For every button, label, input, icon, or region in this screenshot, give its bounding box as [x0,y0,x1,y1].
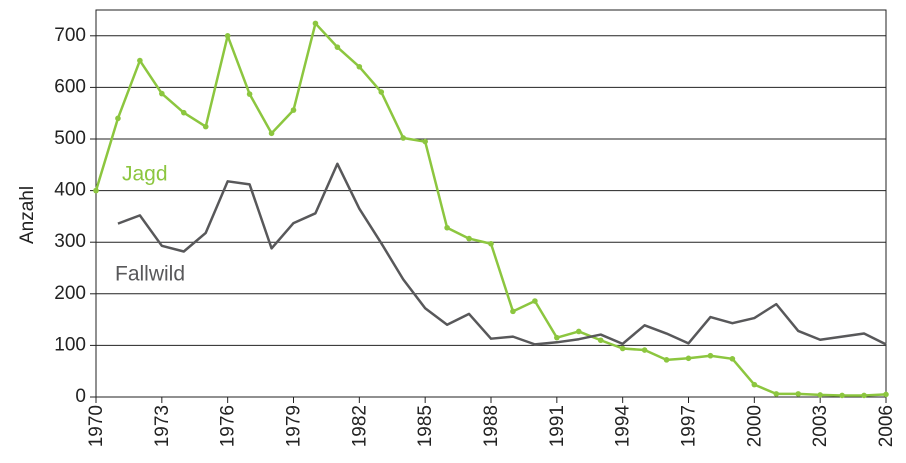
x-tick-label: 1970 [86,405,107,447]
point [861,392,867,399]
x-tick-label: 1979 [284,405,305,447]
point [312,20,319,27]
x-tick-label: 1988 [481,405,502,447]
point [817,392,823,398]
y-tick-label: 100 [54,334,86,355]
point [707,352,714,359]
point [729,356,736,362]
point [334,44,341,50]
x-tick-label: 2006 [876,405,897,447]
point [93,187,99,194]
point [180,109,187,116]
x-tick-label: 1997 [679,405,700,447]
series-label: Fallwild [115,263,185,286]
y-tick-label: 700 [54,25,86,46]
point [115,115,121,122]
point [685,355,692,362]
point [444,224,450,231]
point [663,357,670,363]
point [290,107,297,113]
point [751,381,758,388]
y-tick-label: 500 [54,128,86,149]
x-tick-label: 1994 [613,405,634,448]
point [400,135,407,141]
point [268,130,275,137]
point [575,328,582,335]
y-tick-label: 200 [54,283,86,304]
point [422,138,428,145]
point [619,345,626,352]
point [159,90,165,97]
y-tick-label: 400 [54,180,86,201]
point [137,57,143,64]
point [466,235,472,242]
point [202,123,209,130]
x-tick-label: 1991 [547,405,568,447]
point [641,347,648,353]
x-tick-label: 2000 [744,405,765,447]
point [224,33,231,39]
y-tick-label: 0 [75,386,86,407]
point [883,391,889,398]
x-tick-label: 1982 [349,405,370,447]
series-label: Jagd [122,163,168,186]
x-tick-label: 1976 [218,405,239,447]
x-tick-label: 1985 [415,405,436,447]
point [795,391,802,397]
y-axis-label: Anzahl [17,186,38,244]
point [532,298,538,304]
y-tick-label: 300 [54,231,86,252]
x-tick-label: 2003 [810,405,831,447]
point [510,308,516,315]
point [378,89,385,95]
point [554,334,560,341]
point [839,392,845,399]
y-tick-label: 600 [54,76,86,97]
point [597,337,604,344]
series-line [117,162,887,346]
point [488,240,494,247]
x-tick-label: 1973 [152,405,173,447]
point [773,391,780,397]
point [356,63,363,70]
point [246,91,253,97]
